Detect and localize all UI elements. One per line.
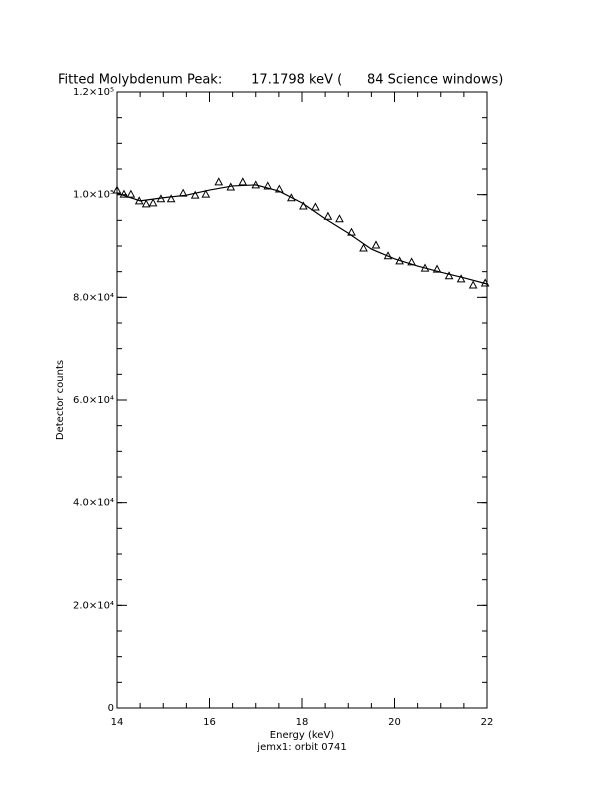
data-point: [432, 264, 442, 273]
data-point: [456, 274, 466, 283]
data-point: [311, 202, 320, 211]
chart-title: Fitted Molybdenum Peak: 17.1798 keV ( 84…: [58, 73, 503, 88]
data-point: [126, 189, 136, 198]
data-point: [238, 177, 248, 186]
data-point: [166, 194, 176, 203]
data-point: [141, 199, 151, 208]
data-point: [119, 189, 129, 198]
y-tick-label: 8.0×10⁴: [73, 292, 114, 303]
data-point: [274, 184, 284, 193]
y-tick-label: 1.0×10⁵: [73, 190, 114, 201]
data-point: [201, 189, 211, 198]
data-point: [263, 181, 273, 190]
x-tick-label: 20: [388, 717, 401, 728]
fit-line: [116, 184, 488, 285]
data-point: [371, 240, 381, 249]
subtitle: jemx1: orbit 0741: [256, 742, 346, 753]
data-point: [444, 271, 454, 280]
x-tick-label: 14: [111, 717, 124, 728]
plot-frame: [116, 91, 488, 709]
x-tick-label: 22: [481, 717, 494, 728]
data-point: [468, 280, 478, 289]
data-point: [148, 198, 158, 207]
y-tick-label: 1.2×10⁵: [73, 87, 114, 98]
x-tick-label: 16: [203, 717, 216, 728]
y-tick-label: 4.0×10⁴: [73, 498, 114, 509]
y-tick-label: 0: [108, 703, 114, 714]
y-tick-label: 6.0×10⁴: [73, 395, 114, 406]
y-tick-label: 2.0×10⁴: [73, 600, 114, 611]
x-tick-label: 18: [296, 717, 309, 728]
data-point: [190, 190, 200, 199]
data-point: [335, 214, 344, 223]
data-point: [287, 193, 296, 202]
data-point: [112, 185, 122, 194]
y-axis-label: Detector counts: [55, 360, 66, 440]
data-point: [359, 243, 368, 252]
x-axis-label: Energy (keV): [270, 730, 335, 741]
data-point: [323, 211, 333, 220]
data-point: [407, 257, 416, 266]
data-point: [214, 177, 224, 186]
